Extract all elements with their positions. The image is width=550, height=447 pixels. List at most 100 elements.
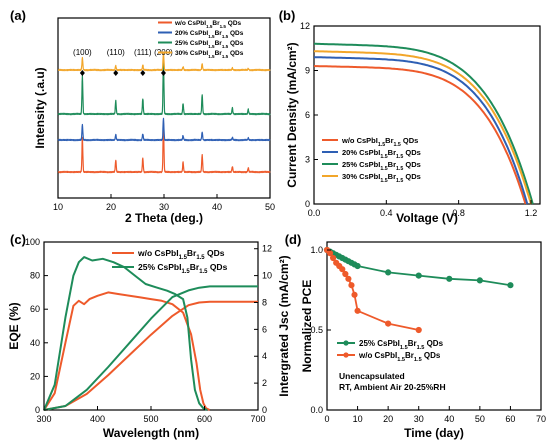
x-tick-label: 40: [444, 414, 454, 424]
eqe-series-line: [43, 291, 211, 411]
x-tick-label: 10: [353, 414, 363, 424]
xrd-series-line: [57, 122, 271, 174]
x-tick-label: 600: [197, 414, 212, 424]
peak-marker: [140, 70, 146, 76]
stability-plot-frame: [326, 241, 542, 411]
x-tick-label: 1.2: [525, 208, 538, 218]
pce-point: [476, 277, 483, 284]
legend-label: w/o CsPbI1.5Br1.5 QDs: [137, 248, 225, 261]
jv-series-line: [313, 65, 527, 205]
y-tick-label: 0.0: [310, 405, 323, 415]
x-tick-label: 50: [265, 202, 275, 212]
y-tick-label: 1.0: [310, 245, 323, 255]
x-tick-label: 500: [143, 414, 158, 424]
legend-label: 25% CsPbI1.5Br1.5 QDs: [342, 160, 421, 172]
x-tick-label: 300: [36, 414, 51, 424]
pce-point: [415, 326, 422, 334]
pce-point: [342, 270, 349, 278]
peak-marker: [160, 70, 166, 76]
y-tick-label: 0: [35, 405, 40, 415]
jv-series-line: [313, 50, 532, 205]
legend-label: 25% CsPbI1.5Br1.5 QDs: [175, 40, 244, 49]
y-axis-title: EQE (%): [7, 302, 21, 349]
x-tick-label: 30: [414, 414, 424, 424]
legend-label: 30% CsPbI1.5Br1.5 QDs: [342, 172, 421, 184]
panel-c: 300 400 500 600 700020406080100024681012Wave…: [7, 232, 291, 440]
peak-label: (100): [73, 48, 92, 57]
pce-point: [339, 266, 346, 273]
pce-point: [354, 262, 361, 270]
y2-axis-title: Intergrated Jsc (mA/cm²): [277, 255, 291, 396]
eqe-series-line: [43, 256, 208, 411]
y2-tick-label: 8: [262, 297, 267, 307]
legend-label: 20% CsPbI1.5Br1.5 QDs: [175, 30, 244, 39]
y-tick-label: 100: [25, 237, 40, 247]
x-tick-label: 40: [212, 202, 222, 212]
xrd-series-line: [57, 59, 271, 116]
panel-label: (c): [10, 232, 26, 247]
x-tick-label: 70: [536, 414, 546, 424]
panel-d: 0 10 20 30 40 50 60 70 0.0 0.5 1.0 Time (day) Normal…: [285, 232, 546, 440]
peak-label: (110): [107, 48, 125, 57]
x-axis-title: Time (day): [404, 426, 464, 440]
y-axis-title: Normalized PCE: [300, 280, 314, 373]
panel-a: (100) (110) (111) (200)10 20 30 40 502 Theta (d…: [10, 8, 275, 225]
y2-tick-label: 10: [262, 271, 272, 281]
pce-series-line: [326, 249, 419, 331]
legend-label: w/o CsPbI1.5Br1.5 QDs: [174, 20, 242, 29]
y2-tick-label: 6: [262, 324, 267, 334]
pce-point: [326, 250, 334, 257]
pce-point: [351, 291, 358, 298]
jsc-series-line: [43, 300, 258, 411]
y2-tick-label: 0: [262, 405, 267, 415]
x-tick-label: 400: [90, 414, 105, 424]
x-tick-label: 0.8: [452, 208, 465, 218]
panel-label: (d): [285, 232, 302, 247]
peak-marker: [79, 70, 85, 76]
y-tick-label: 0.5: [310, 325, 323, 335]
pce-point: [385, 269, 392, 276]
panel-label: (b): [279, 8, 296, 23]
y-tick-label: 3: [305, 155, 310, 165]
annotation-text: Unencapsulated: [339, 371, 405, 381]
annotation-text: RT, Ambient Air 20-25%RH: [339, 382, 446, 392]
x-tick-label: 0: [324, 414, 329, 424]
legend-label: 25% CsPbI1.5Br1.5 QDs: [359, 339, 444, 351]
x-tick-label: 20: [383, 414, 393, 424]
x-axis-title: Voltage (V): [396, 211, 458, 225]
legend-marker: [343, 340, 349, 346]
jsc-series-line: [43, 285, 258, 411]
y-tick-label: 12: [300, 21, 310, 31]
x-tick-label: 20: [106, 202, 116, 212]
x-tick-label: 30: [159, 202, 169, 212]
x-tick-label: 700: [250, 414, 265, 424]
y2-tick-label: 4: [262, 351, 267, 361]
legend-label: w/o CsPbI1.5Br1.5 QDs: [341, 136, 418, 148]
y-tick-label: 9: [305, 66, 310, 76]
panel-label: (a): [10, 8, 26, 23]
xrd-series-line: [57, 52, 271, 72]
y-tick-label: 80: [30, 271, 40, 281]
legend-label: 30% CsPbI1.5Br1.5 QDs: [175, 50, 244, 59]
pce-point: [348, 282, 355, 289]
legend-label: 20% CsPbI1.5Br1.5 QDs: [342, 148, 421, 160]
y-tick-label: 60: [30, 304, 40, 314]
x-tick-label: 60: [505, 414, 515, 424]
legend-marker: [343, 352, 349, 358]
x-tick-label: 50: [475, 414, 485, 424]
y-tick-label: 40: [30, 338, 40, 348]
pce-point: [415, 272, 422, 279]
jv-series-line: [313, 56, 529, 205]
peak-label: (111): [134, 48, 152, 57]
x-tick-label: 0.0: [308, 208, 321, 218]
legend-label: 25% CsPbI1.5Br1.5 QDs: [138, 262, 228, 275]
panel-b: 0.0 0.4 0.8 1.2 0 3 6 9 12 Voltage (V) Current Den…: [279, 8, 541, 225]
y2-tick-label: 2: [262, 378, 267, 388]
pce-point: [507, 282, 514, 289]
pce-point: [354, 307, 361, 314]
y-tick-label: 20: [30, 371, 40, 381]
peak-marker: [113, 70, 119, 76]
jv-series-line: [314, 42, 534, 205]
x-axis-title: 2 Theta (deg.): [125, 211, 203, 225]
